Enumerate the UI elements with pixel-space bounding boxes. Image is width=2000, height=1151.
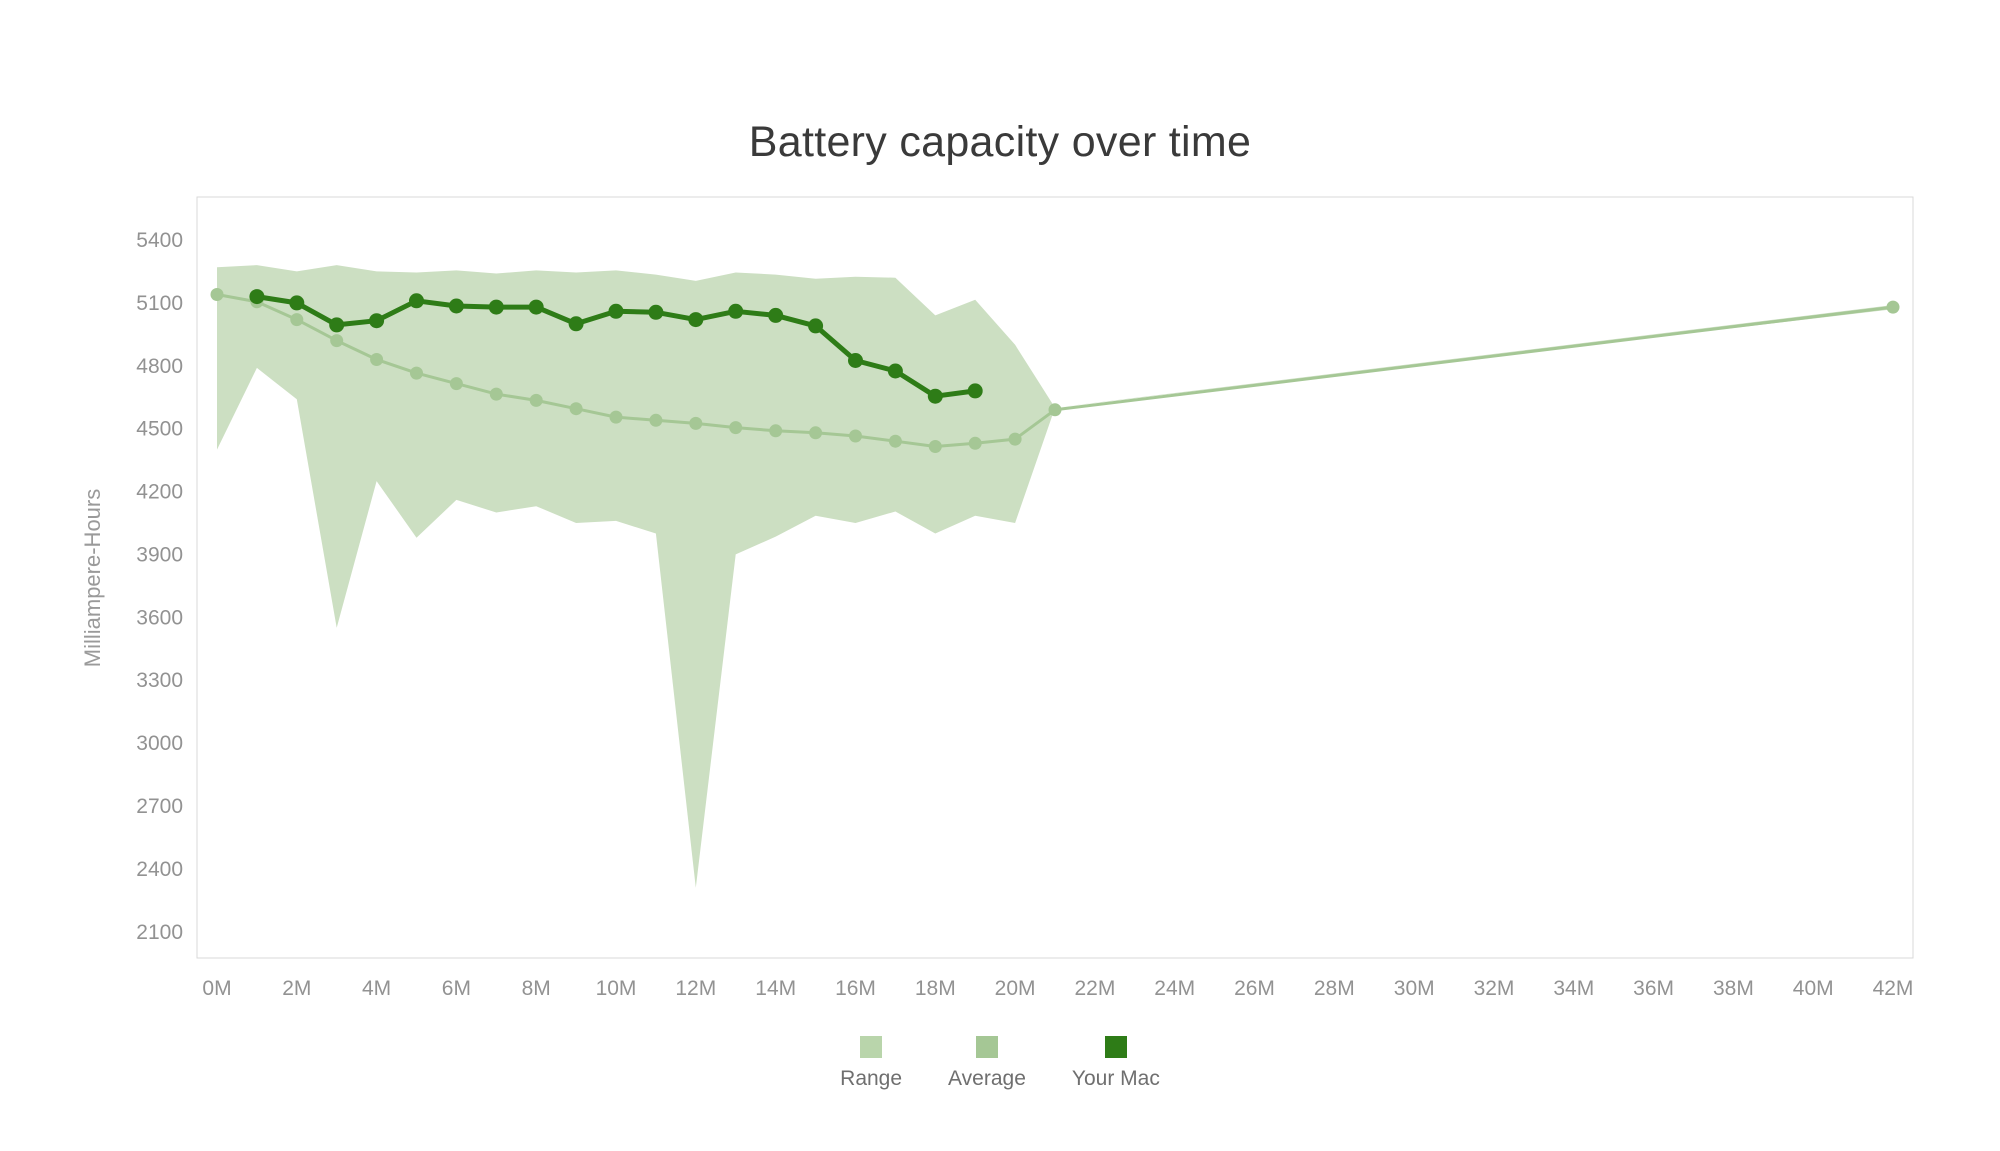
your-mac-swatch-icon — [1104, 1036, 1127, 1058]
legend-label-range: Range — [840, 1067, 903, 1090]
y-tick-label: 5100 — [136, 292, 183, 315]
x-tick-label: 10M — [596, 977, 637, 1000]
x-tick-label: 36M — [1633, 977, 1674, 1000]
x-tick-label: 34M — [1553, 977, 1594, 1000]
chart-title: Battery capacity over time — [748, 118, 1252, 166]
y-tick-label: 3000 — [136, 732, 183, 755]
x-tick-label: 6M — [442, 977, 471, 1000]
series-your-mac-point — [369, 313, 385, 329]
series-your-mac-point — [329, 317, 345, 333]
x-tick-label: 28M — [1314, 977, 1355, 1000]
y-tick-label: 3900 — [136, 543, 183, 566]
legend-item-range: Range — [840, 1036, 902, 1091]
plot-border — [196, 196, 1914, 959]
series-your-mac-point — [568, 316, 584, 332]
x-tick-label: 22M — [1074, 977, 1115, 1000]
x-tick-label: 30M — [1394, 977, 1435, 1000]
x-tick-label: 40M — [1793, 977, 1834, 1000]
range-swatch-icon — [860, 1036, 883, 1058]
x-tick-label: 24M — [1154, 977, 1195, 1000]
y-tick-label: 2700 — [136, 795, 183, 818]
x-tick-label: 8M — [522, 977, 551, 1000]
x-tick-label: 2M — [282, 977, 311, 1000]
x-tick-label: 4M — [362, 977, 391, 1000]
series-average-point — [1048, 403, 1062, 417]
series-your-mac-point — [528, 299, 544, 315]
series-average-point — [928, 440, 942, 453]
series-average-point — [649, 413, 663, 427]
y-tick-label: 4500 — [136, 418, 183, 441]
x-tick-label: 14M — [755, 977, 796, 1000]
series-your-mac-point — [608, 303, 624, 319]
series-average-point — [1008, 432, 1022, 446]
series-average-point — [529, 393, 543, 407]
series-your-mac-point — [927, 388, 943, 404]
series-your-mac-point — [808, 318, 824, 334]
x-tick-label: 18M — [915, 977, 956, 1000]
series-your-mac-point — [488, 299, 504, 315]
x-tick-label: 0M — [202, 977, 231, 1000]
x-tick-label: 32M — [1474, 977, 1515, 1000]
series-average-point — [489, 387, 503, 401]
series-average-point — [809, 426, 823, 440]
legend-label-average: Average — [948, 1067, 1026, 1090]
series-average-point — [729, 421, 743, 435]
y-tick-label: 4800 — [136, 355, 183, 378]
series-average-point — [1886, 300, 1900, 314]
series-your-mac-point — [768, 307, 784, 323]
series-your-mac-point — [289, 295, 305, 311]
series-average-point — [330, 334, 344, 348]
series-average-point — [609, 410, 623, 424]
y-tick-label: 3300 — [136, 669, 183, 692]
legend-label-your-mac: Your Mac — [1071, 1067, 1160, 1090]
y-tick-label: 4200 — [136, 481, 183, 504]
series-your-mac-point — [409, 293, 424, 309]
series-your-mac-point — [848, 353, 863, 368]
series-your-mac-point — [249, 289, 265, 305]
x-tick-label: 12M — [675, 977, 716, 1000]
series-average-point — [410, 366, 423, 380]
x-tick-label: 38M — [1713, 977, 1754, 1000]
series-average-point — [290, 313, 304, 327]
y-tick-label: 5400 — [136, 229, 183, 252]
series-range-band — [217, 265, 1893, 888]
series-average-point — [449, 377, 463, 391]
x-tick-label: 42M — [1873, 977, 1914, 1000]
series-average-point — [968, 436, 982, 450]
x-tick-label: 16M — [835, 977, 876, 1000]
series-average-point — [569, 402, 583, 416]
series-your-mac-point — [728, 303, 744, 319]
x-tick-label: 26M — [1234, 977, 1275, 1000]
legend-item-your-mac: Your Mac — [1072, 1036, 1160, 1091]
y-tick-label: 2100 — [136, 921, 183, 944]
legend-item-average: Average — [948, 1036, 1026, 1091]
series-average-point — [689, 416, 703, 430]
series-average-point — [888, 434, 902, 448]
series-your-mac-point — [887, 363, 903, 379]
series-your-mac-point — [448, 298, 464, 314]
y-tick-label: 3600 — [136, 606, 183, 629]
average-swatch-icon — [975, 1036, 998, 1058]
series-average-point — [769, 424, 783, 438]
series-your-mac-point — [967, 383, 983, 399]
series-your-mac-point — [688, 312, 704, 328]
series-average-point — [210, 288, 224, 301]
chart-legend: Range Average Your Mac — [0, 1036, 2000, 1091]
series-average-point — [849, 429, 862, 443]
x-tick-label: 20M — [995, 977, 1036, 1000]
y-tick-label: 2400 — [136, 858, 183, 881]
series-average-point — [370, 353, 384, 366]
series-your-mac-point — [648, 304, 664, 320]
